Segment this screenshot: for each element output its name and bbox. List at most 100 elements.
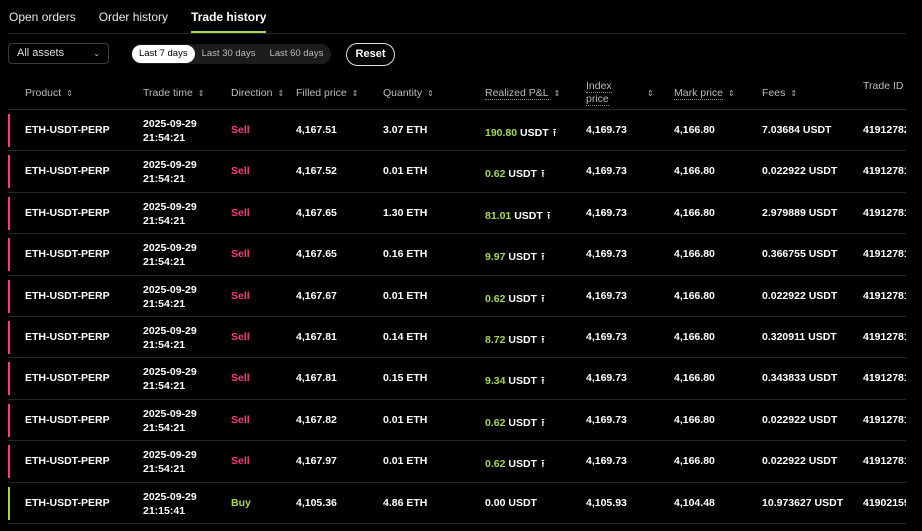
tab-trade-history[interactable]: Trade history	[191, 0, 267, 33]
fees: 0.022922 USDT	[762, 289, 838, 302]
row-divider	[8, 481, 906, 483]
range-60-days[interactable]: Last 60 days	[269, 48, 324, 59]
sort-icon[interactable]: ⇕	[647, 89, 654, 98]
product: ETH-USDT-PERP	[25, 124, 110, 136]
col-label: Direction	[231, 87, 273, 99]
trade-clock: 21:54:21	[143, 297, 186, 310]
pnl-value: 9.97	[485, 251, 506, 264]
mark-price: 4,166.80	[674, 206, 715, 219]
share-icon[interactable]: ⭱	[540, 375, 545, 388]
trade-clock: 21:54:21	[143, 256, 186, 269]
sort-icon: ⇕	[197, 89, 205, 98]
share-icon[interactable]: ⭱	[546, 209, 551, 222]
tab-bar: Open orders Order history Trade history	[9, 0, 289, 33]
direction-indicator	[8, 445, 10, 479]
product: ETH-USDT-PERP	[25, 289, 110, 302]
trade-id: 41902159	[863, 496, 906, 509]
filled-price: 4,167.81	[296, 372, 337, 385]
col-label: Realized P&L	[485, 87, 549, 100]
col-label: Trade time	[143, 87, 193, 99]
quantity: 4.86 ETH	[383, 496, 428, 509]
tab-open-orders[interactable]: Open orders	[9, 10, 76, 24]
share-icon[interactable]: ⭱	[540, 251, 545, 264]
trade-time: 2025-09-29 21:54:21	[143, 324, 197, 352]
col-mark-price[interactable]: Mark price ⇕	[674, 87, 735, 100]
trade-clock: 21:54:21	[143, 463, 186, 476]
share-icon[interactable]: ⭱	[540, 334, 545, 346]
realized-pnl: 0.00 USDT	[485, 497, 537, 509]
tab-order-history[interactable]: Order history	[98, 10, 169, 24]
trade-clock: 21:54:21	[143, 214, 186, 227]
quantity: 0.01 ETH	[383, 455, 428, 468]
row-divider	[8, 233, 906, 235]
table-row: ETH-USDT-PERP 2025-09-29 21:54:21 Sell 4,…	[0, 234, 922, 276]
share-icon[interactable]: ⭱	[552, 127, 557, 139]
pnl-unit: USDT	[508, 496, 537, 509]
col-index-price[interactable]: Index price	[586, 80, 626, 106]
pnl-unit: USDT	[508, 334, 537, 346]
trade-date: 2025-09-29	[143, 200, 197, 213]
filled-price: 4,167.67	[296, 289, 337, 302]
trade-id: 41912781	[863, 248, 906, 261]
col-label: Filled price	[296, 87, 347, 99]
table-row: ETH-USDT-PERP 2025-09-29 21:54:21 Sell 4,…	[0, 358, 922, 400]
share-icon[interactable]: ⭱	[540, 458, 545, 471]
range-7-days[interactable]: Last 7 days	[132, 45, 195, 63]
col-quantity[interactable]: Quantity ⇕	[383, 87, 434, 100]
table-row: ETH-USDT-PERP 2025-09-29 21:54:21 Sell 4,…	[0, 151, 922, 193]
col-fees[interactable]: Fees ⇕	[762, 87, 797, 100]
pnl-unit: USDT	[508, 375, 537, 388]
fees: 0.343833 USDT	[762, 372, 838, 385]
fees: 2.979889 USDT	[762, 206, 838, 219]
direction-indicator	[8, 155, 10, 189]
quantity: 0.15 ETH	[383, 372, 428, 385]
share-icon[interactable]: ⭱	[540, 168, 545, 181]
mark-price: 4,166.80	[674, 455, 715, 468]
index-price: 4,169.73	[586, 413, 627, 426]
trade-id: 41912781	[863, 206, 906, 219]
direction: Sell	[231, 289, 250, 302]
col-trade-time[interactable]: Trade time ⇕	[143, 87, 205, 100]
assets-select[interactable]: All assets ⌄	[8, 43, 109, 64]
pnl-value: 0.62	[485, 416, 506, 429]
row-divider	[8, 522, 906, 524]
col-label: Trade ID	[863, 80, 904, 92]
direction: Sell	[231, 413, 250, 426]
col-label: Mark price	[674, 87, 724, 100]
pnl-unit: USDT	[508, 292, 537, 305]
col-direction[interactable]: Direction ⇕	[231, 87, 284, 100]
mark-price: 4,166.80	[674, 165, 715, 178]
trade-time: 2025-09-29 21:54:21	[143, 241, 197, 269]
mark-price: 4,166.80	[674, 372, 715, 385]
realized-pnl: 81.01 USDT ⭱	[485, 207, 551, 226]
table-row: ETH-USDT-PERP 2025-09-29 21:54:21 Sell 4,…	[0, 110, 922, 152]
product: ETH-USDT-PERP	[25, 165, 110, 178]
share-icon[interactable]: ⭱	[540, 292, 545, 305]
trade-date: 2025-09-29	[143, 366, 197, 379]
trade-id: 41912781	[863, 413, 906, 426]
col-product[interactable]: Product ⇕	[25, 87, 73, 100]
col-realized-pnl[interactable]: Realized P&L ⇕	[485, 87, 560, 100]
col-filled-price[interactable]: Filled price ⇕	[296, 87, 358, 100]
quantity: 0.01 ETH	[383, 165, 428, 178]
share-icon[interactable]: ⭱	[540, 416, 545, 429]
trade-time: 2025-09-29 21:54:21	[143, 117, 197, 145]
fees: 0.022922 USDT	[762, 455, 838, 468]
trade-time: 2025-09-29 21:54:21	[143, 365, 197, 393]
date-range-toggle: Last 7 days Last 30 days Last 60 days	[131, 44, 332, 64]
range-30-days[interactable]: Last 30 days	[201, 48, 256, 59]
table-row: ETH-USDT-PERP 2025-09-29 21:54:21 Sell 4,…	[0, 193, 922, 235]
index-price: 4,169.73	[586, 206, 627, 219]
col-label: Fees	[762, 87, 786, 99]
divider	[8, 33, 906, 34]
realized-pnl: 0.62 USDT ⭱	[485, 165, 545, 184]
reset-button[interactable]: Reset	[346, 43, 395, 66]
trade-date: 2025-09-29	[143, 449, 197, 462]
mark-price: 4,166.80	[674, 413, 715, 426]
row-divider	[8, 315, 906, 317]
fees: 7.03684 USDT	[762, 124, 832, 136]
index-price: 4,169.73	[586, 455, 627, 468]
quantity: 0.16 ETH	[383, 248, 428, 261]
pnl-unit: USDT	[508, 458, 537, 471]
product: ETH-USDT-PERP	[25, 413, 110, 426]
